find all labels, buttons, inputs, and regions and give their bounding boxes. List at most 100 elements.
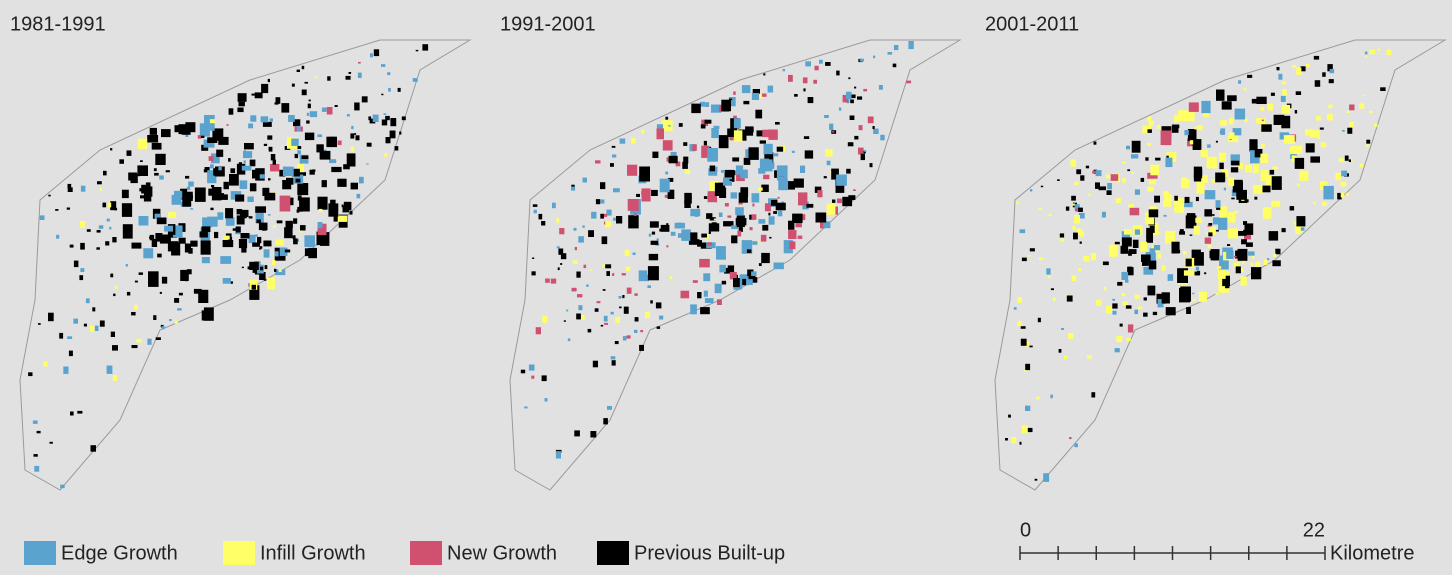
built-up-patch bbox=[1252, 256, 1254, 259]
built-up-patch bbox=[864, 150, 866, 152]
built-up-patch bbox=[1204, 209, 1212, 216]
built-up-patch bbox=[255, 92, 263, 98]
built-up-patch bbox=[545, 398, 548, 401]
built-up-patch bbox=[1071, 196, 1076, 201]
built-up-patch bbox=[611, 312, 614, 315]
built-up-patch bbox=[28, 372, 32, 376]
built-up-patch bbox=[56, 235, 59, 239]
built-up-patch bbox=[280, 196, 291, 212]
built-up-patch bbox=[1190, 235, 1193, 236]
built-up-patch bbox=[645, 312, 650, 318]
built-up-patch bbox=[69, 354, 72, 355]
built-up-patch bbox=[778, 180, 788, 190]
built-up-patch bbox=[1080, 231, 1084, 237]
built-up-patch bbox=[800, 166, 805, 173]
built-up-patch bbox=[351, 126, 353, 129]
built-up-patch bbox=[804, 136, 809, 139]
built-up-patch bbox=[132, 243, 142, 249]
built-up-patch bbox=[633, 253, 636, 256]
built-up-patch bbox=[239, 102, 245, 107]
built-up-patch bbox=[351, 183, 358, 190]
built-up-patch bbox=[292, 84, 295, 87]
built-up-patch bbox=[1020, 442, 1022, 445]
built-up-patch bbox=[252, 170, 258, 179]
built-up-patch bbox=[730, 179, 733, 181]
built-up-patch bbox=[190, 241, 197, 247]
built-up-patch bbox=[1099, 186, 1107, 190]
built-up-patch bbox=[1087, 355, 1092, 358]
built-up-patch bbox=[67, 336, 72, 339]
built-up-patch bbox=[190, 208, 193, 210]
built-up-patch bbox=[282, 180, 291, 189]
built-up-patch bbox=[1246, 242, 1253, 247]
built-up-patch bbox=[1255, 262, 1260, 267]
built-up-patch bbox=[1227, 95, 1237, 101]
built-up-patch bbox=[1155, 158, 1160, 161]
built-up-patch bbox=[1329, 79, 1334, 83]
built-up-patch bbox=[1196, 197, 1199, 201]
built-up-patch bbox=[765, 203, 771, 211]
built-up-patch bbox=[359, 177, 364, 184]
built-up-patch bbox=[1121, 246, 1129, 254]
built-up-patch bbox=[868, 117, 874, 124]
built-up-patch bbox=[1236, 266, 1241, 273]
built-up-patch bbox=[719, 213, 723, 218]
built-up-patch bbox=[1269, 231, 1279, 241]
built-up-patch bbox=[1127, 267, 1133, 275]
built-up-patch bbox=[774, 263, 784, 270]
built-up-patch bbox=[109, 227, 111, 230]
built-up-patch bbox=[381, 94, 383, 96]
built-up-patch bbox=[59, 333, 63, 339]
built-up-patch bbox=[1072, 204, 1075, 206]
built-up-patch bbox=[697, 292, 701, 298]
built-up-patch bbox=[1078, 208, 1083, 212]
built-up-patch bbox=[367, 143, 372, 147]
built-up-patch bbox=[536, 327, 541, 334]
built-up-patch bbox=[752, 204, 754, 207]
built-up-patch bbox=[1017, 321, 1021, 326]
built-up-patch bbox=[156, 337, 161, 340]
built-up-patch bbox=[853, 189, 856, 191]
built-up-patch bbox=[836, 175, 847, 186]
built-up-patch bbox=[1163, 191, 1169, 196]
built-up-patch bbox=[240, 213, 247, 219]
built-up-patch bbox=[139, 188, 143, 191]
built-up-patch bbox=[1218, 270, 1226, 279]
built-up-patch bbox=[863, 89, 867, 92]
built-up-patch bbox=[297, 126, 301, 132]
built-up-patch bbox=[571, 187, 575, 191]
built-up-patch bbox=[1296, 91, 1301, 95]
built-up-patch bbox=[1157, 125, 1160, 129]
built-up-patch bbox=[690, 209, 700, 216]
legend-label: New Growth bbox=[447, 542, 557, 564]
built-up-patch bbox=[92, 307, 95, 311]
built-up-patch bbox=[390, 118, 396, 126]
built-up-patch bbox=[1281, 96, 1286, 102]
built-up-patch bbox=[146, 182, 151, 188]
built-up-patch bbox=[1115, 348, 1120, 352]
built-up-patch bbox=[1117, 282, 1122, 286]
built-up-patch bbox=[202, 257, 210, 263]
built-up-patch bbox=[308, 248, 317, 258]
built-up-patch bbox=[1183, 251, 1187, 254]
built-up-patch bbox=[1341, 182, 1347, 186]
built-up-patch bbox=[1228, 212, 1236, 222]
built-up-patch bbox=[699, 259, 710, 268]
built-up-patch bbox=[600, 214, 604, 219]
built-up-patch bbox=[1201, 101, 1210, 113]
built-up-patch bbox=[666, 245, 668, 247]
built-up-patch bbox=[150, 235, 154, 240]
built-up-patch bbox=[138, 175, 140, 177]
built-up-patch bbox=[1365, 55, 1367, 57]
built-up-patch bbox=[202, 310, 212, 320]
built-up-patch bbox=[1092, 171, 1096, 174]
built-up-patch bbox=[1068, 333, 1073, 339]
built-up-patch bbox=[1290, 206, 1295, 210]
built-up-patch bbox=[1260, 107, 1264, 111]
built-up-patch bbox=[243, 151, 252, 158]
built-up-patch bbox=[792, 214, 803, 223]
built-up-patch bbox=[806, 204, 813, 208]
page: 1981-19911991-20012001-2011 Edge GrowthI… bbox=[0, 0, 1452, 575]
built-up-patch bbox=[1320, 128, 1324, 130]
built-up-patch bbox=[604, 214, 607, 217]
